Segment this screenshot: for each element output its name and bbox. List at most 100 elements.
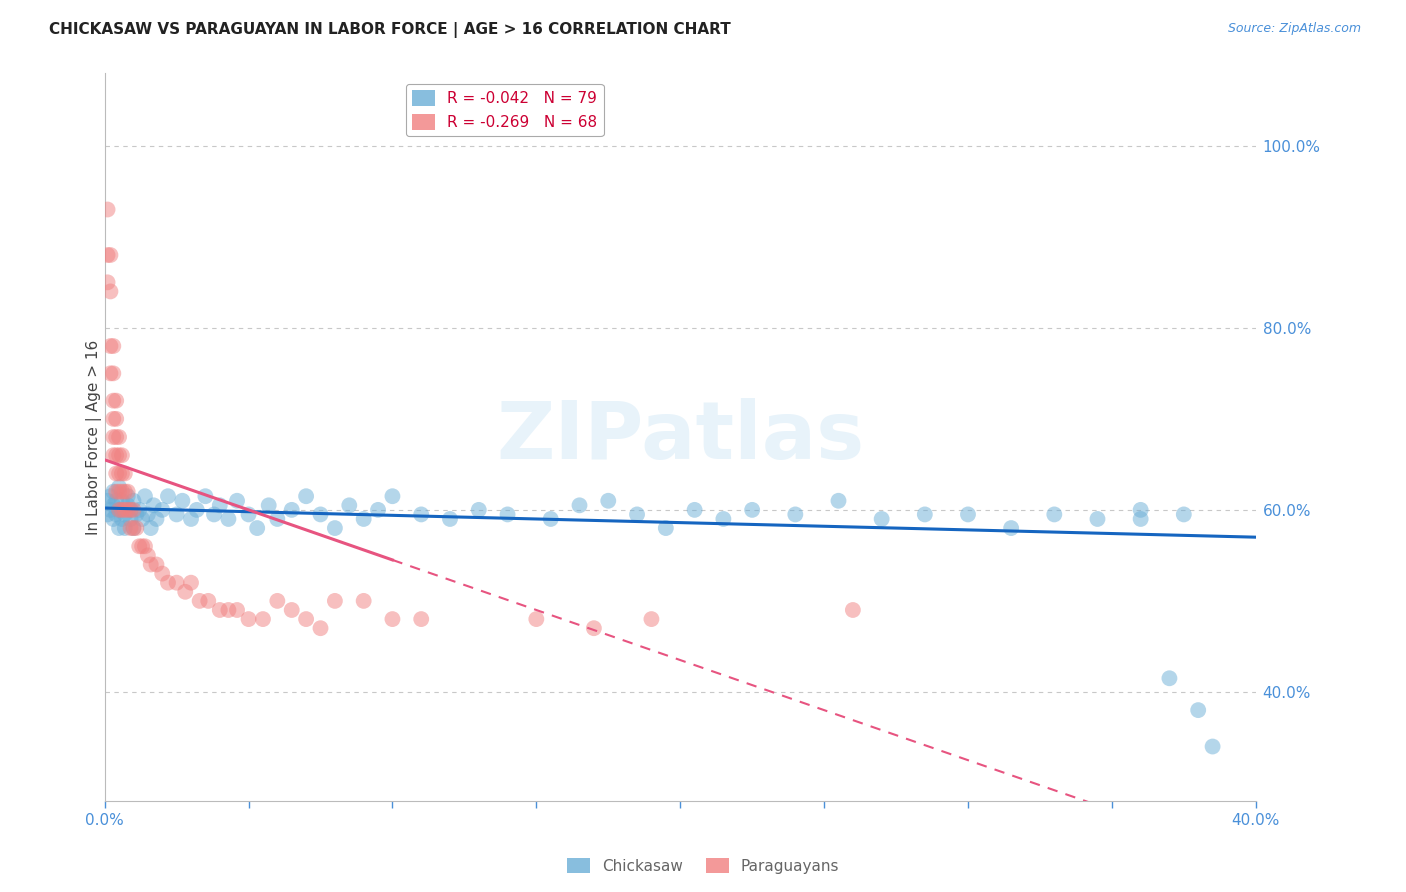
Point: [186, 503, 208, 517]
Point: [1129, 503, 1152, 517]
Point: [1043, 508, 1066, 522]
Point: [145, 512, 167, 526]
Point: [114, 508, 136, 522]
Point: [524, 612, 547, 626]
Point: [122, 521, 145, 535]
Point: [166, 575, 188, 590]
Point: [128, 503, 150, 517]
Point: [323, 521, 346, 535]
Point: [337, 499, 360, 513]
Point: [100, 503, 122, 517]
Point: [139, 521, 162, 535]
Point: [117, 499, 139, 513]
Point: [323, 594, 346, 608]
Point: [238, 612, 260, 626]
Point: [208, 499, 231, 513]
Point: [103, 484, 125, 499]
Point: [105, 448, 128, 462]
Point: [150, 566, 173, 581]
Point: [96, 248, 118, 262]
Point: [1173, 508, 1195, 522]
Point: [111, 503, 134, 517]
Point: [114, 521, 136, 535]
Point: [180, 575, 202, 590]
Point: [683, 503, 706, 517]
Point: [1201, 739, 1223, 754]
Point: [114, 467, 136, 481]
Point: [1129, 512, 1152, 526]
Point: [956, 508, 979, 522]
Point: [96, 202, 118, 217]
Point: [108, 503, 131, 517]
Point: [353, 512, 375, 526]
Point: [411, 508, 433, 522]
Point: [309, 621, 332, 635]
Point: [111, 512, 134, 526]
Point: [103, 512, 125, 526]
Point: [139, 558, 162, 572]
Point: [96, 493, 118, 508]
Point: [914, 508, 936, 522]
Point: [598, 493, 620, 508]
Point: [105, 430, 128, 444]
Point: [194, 489, 217, 503]
Point: [280, 503, 302, 517]
Point: [640, 612, 662, 626]
Point: [122, 521, 145, 535]
Point: [117, 503, 139, 517]
Point: [785, 508, 807, 522]
Point: [128, 539, 150, 553]
Point: [741, 503, 763, 517]
Point: [120, 503, 142, 517]
Text: CHICKASAW VS PARAGUAYAN IN LABOR FORCE | AGE > 16 CORRELATION CHART: CHICKASAW VS PARAGUAYAN IN LABOR FORCE |…: [49, 22, 731, 38]
Legend: R = -0.042   N = 79, R = -0.269   N = 68: R = -0.042 N = 79, R = -0.269 N = 68: [406, 84, 603, 136]
Point: [105, 484, 128, 499]
Legend: Chickasaw, Paraguayans: Chickasaw, Paraguayans: [561, 852, 845, 880]
Point: [108, 480, 131, 494]
Text: Source: ZipAtlas.com: Source: ZipAtlas.com: [1227, 22, 1361, 36]
Point: [122, 493, 145, 508]
Point: [280, 603, 302, 617]
Point: [202, 508, 225, 522]
Point: [134, 489, 156, 503]
Point: [108, 503, 131, 517]
Point: [568, 499, 591, 513]
Point: [105, 412, 128, 426]
Point: [100, 248, 122, 262]
Point: [540, 512, 562, 526]
Point: [252, 612, 274, 626]
Point: [100, 489, 122, 503]
Point: [103, 448, 125, 462]
Point: [217, 603, 239, 617]
Point: [142, 499, 165, 513]
Point: [156, 575, 179, 590]
Point: [150, 503, 173, 517]
Point: [1187, 703, 1209, 717]
Point: [309, 508, 332, 522]
Point: [120, 512, 142, 526]
Point: [111, 484, 134, 499]
Point: [96, 508, 118, 522]
Point: [105, 393, 128, 408]
Point: [188, 594, 211, 608]
Point: [827, 493, 849, 508]
Point: [131, 539, 153, 553]
Point: [105, 467, 128, 481]
Point: [246, 521, 269, 535]
Point: [131, 512, 153, 526]
Point: [111, 467, 134, 481]
Point: [156, 489, 179, 503]
Point: [1000, 521, 1022, 535]
Point: [655, 521, 678, 535]
Point: [1087, 512, 1109, 526]
Point: [134, 539, 156, 553]
Point: [108, 484, 131, 499]
Y-axis label: In Labor Force | Age > 16: In Labor Force | Age > 16: [86, 340, 101, 534]
Point: [870, 512, 893, 526]
Point: [266, 594, 288, 608]
Point: [582, 621, 605, 635]
Point: [295, 489, 318, 503]
Point: [100, 285, 122, 299]
Point: [217, 512, 239, 526]
Point: [238, 508, 260, 522]
